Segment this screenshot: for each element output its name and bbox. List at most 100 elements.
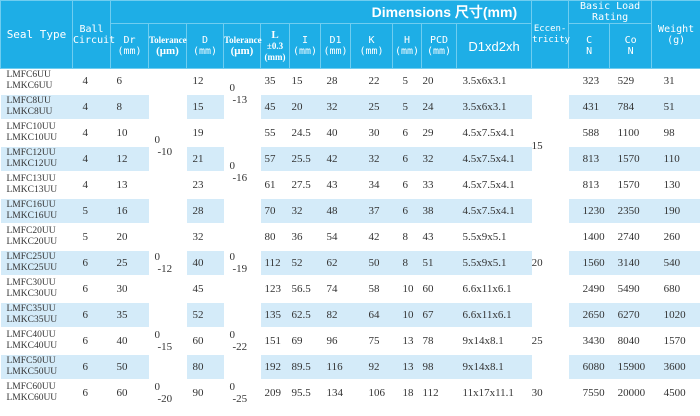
d-value: 15 (186, 94, 224, 121)
i-value: 27.5 (289, 172, 321, 199)
h-value: 10 (392, 276, 422, 303)
ball-circuit: 4 (72, 146, 111, 173)
co-rating: 8040 (609, 328, 652, 355)
c-rating: 1400 (568, 224, 610, 251)
tolerance-lower: -10 (157, 146, 173, 158)
table-row: LMFC6UU LMKC6UU 4 6 0 -10 12 0 -13 35 15 28 22 5 20 3.5… (0, 68, 700, 225)
header-eccentricity: Eccen-tricity (531, 0, 570, 69)
k-value: 58 (350, 276, 393, 303)
h-value: 5 (392, 94, 422, 121)
l-value: 55 (260, 120, 290, 147)
seal-type: LMFC13UU LMKC13UU (0, 172, 73, 199)
ball-circuit: 6 (72, 276, 111, 303)
tolerance-upper: 0 (229, 381, 236, 393)
table-row: LMFC20UU LMKC20UU 5 20 0 -12 32 0 -19 80 36 54 42 8 43… (0, 224, 700, 303)
pcd-value: 78 (421, 328, 457, 355)
pcd-value: 24 (421, 94, 457, 121)
i-value: 24.5 (289, 120, 321, 147)
bolt-dimensions: 5.5x9x5.1 (456, 250, 532, 277)
k-value: 75 (350, 328, 393, 355)
model-lmkc: LMKC12UU (6, 159, 58, 169)
i-value: 62.5 (289, 302, 321, 329)
co-rating: 2740 (609, 224, 652, 251)
dr-value: 16 (110, 198, 149, 225)
header-seal-type: Seal Type (0, 0, 73, 69)
d1-value: 134 (320, 380, 351, 407)
ball-circuit: 4 (72, 94, 111, 121)
tolerance-lower: -19 (232, 263, 248, 275)
pcd-value: 32 (421, 146, 457, 173)
header-dr: Dr (mm) (110, 23, 149, 69)
tolerance-lower: -16 (232, 172, 248, 184)
l-value: 57 (260, 146, 290, 173)
c-rating: 813 (568, 146, 610, 173)
i-value: 25.5 (289, 146, 321, 173)
tolerance-upper: 0 (229, 329, 236, 341)
model-lmfc: LMFC35UU (6, 304, 56, 314)
weight-value: 130 (651, 172, 700, 199)
d1-value: 42 (320, 146, 351, 173)
model-lmfc: LMFC12UU (6, 148, 56, 158)
bolt-dimensions: 3.5x6x3.1 (456, 94, 532, 121)
k-value: 106 (350, 380, 393, 407)
header-weight: Weight (g) (651, 0, 700, 69)
seal-type: LMFC35UU LMKC35UU (0, 302, 73, 329)
dr-value: 13 (110, 172, 149, 199)
d-value: 28 (186, 198, 224, 225)
ball-circuit: 6 (72, 380, 111, 407)
seal-type: LMFC30UU LMKC30UU (0, 276, 73, 303)
k-value: 25 (350, 94, 393, 121)
tolerance-lower: -20 (157, 393, 173, 405)
model-lmkc: LMKC25UU (6, 263, 58, 273)
weight-value: 680 (651, 276, 700, 303)
l-value: 112 (260, 250, 290, 277)
model-lmkc: LMKC16UU (6, 211, 58, 221)
d1-value: 43 (320, 172, 351, 199)
table-row: LMFC10UU LMKC10UU 4 10 19 0 -16 55 24.5 40 30 6 29 4.… (0, 120, 700, 225)
k-value: 32 (350, 146, 393, 173)
model-lmkc: LMKC30UU (6, 289, 58, 299)
l-value: 151 (260, 328, 290, 355)
model-lmkc: LMKC8UU (6, 107, 53, 117)
table-row: LMFC30UU LMKC30UU 6 30 45 123 56.5 74 58 10 60 6.6x… (0, 276, 700, 303)
header-d: D (mm) (186, 23, 224, 69)
pcd-value: 51 (421, 250, 457, 277)
co-rating: 529 (609, 68, 652, 95)
bolt-dimensions: 5.5x9x5.1 (456, 224, 532, 251)
dr-value: 6 (110, 68, 149, 95)
weight-value: 51 (651, 94, 700, 121)
eccentricity-value: 30 (531, 380, 569, 407)
weight-value: 98 (651, 120, 700, 147)
co-rating: 5490 (609, 276, 652, 303)
co-rating: 784 (609, 94, 652, 121)
ball-circuit: 5 (72, 224, 111, 251)
l-value: 192 (260, 354, 290, 381)
i-value: 95.5 (289, 380, 321, 407)
h-value: 6 (392, 198, 422, 225)
d-value: 21 (186, 146, 224, 173)
d-tolerance: 0 -16 (223, 120, 261, 225)
seal-type: LMFC16UU LMKC16UU (0, 198, 73, 225)
co-rating: 2350 (609, 198, 652, 225)
bolt-dimensions: 4.5x7.5x4.1 (456, 172, 532, 199)
table-row: LMFC50UU LMKC50UU 6 50 80 192 89.5 116 92 13 98 9x1… (0, 354, 700, 381)
header-k: K (mm) (350, 23, 393, 69)
k-value: 37 (350, 198, 393, 225)
seal-type: LMFC6UU LMKC6UU (0, 68, 73, 95)
l-value: 70 (260, 198, 290, 225)
model-lmfc: LMFC50UU (6, 356, 56, 366)
dr-value: 30 (110, 276, 149, 303)
d1-value: 40 (320, 120, 351, 147)
bolt-dimensions: 6.6x11x6.1 (456, 276, 532, 303)
model-lmkc: LMKC13UU (6, 185, 58, 195)
table-row: LMFC40UU LMKC40UU 6 40 60 151 69 96 75 13 78 9x14x8… (0, 328, 700, 355)
spec-table: Seal Type Ball Circuit Dimensions 尺寸(mm) … (0, 0, 700, 407)
tolerance-upper: 0 (229, 82, 236, 94)
bolt-dimensions: 4.5x7.5x4.1 (456, 146, 532, 173)
k-value: 50 (350, 250, 393, 277)
model-lmkc: LMKC10UU (6, 133, 58, 143)
l-value: 80 (260, 224, 290, 251)
table-row: LMFC35UU LMKC35UU 6 35 0 -15 52 0 -22 135 62.5 82 64… (0, 302, 700, 381)
dr-tolerance: 0 -10 (148, 68, 187, 225)
pcd-value: 38 (421, 198, 457, 225)
